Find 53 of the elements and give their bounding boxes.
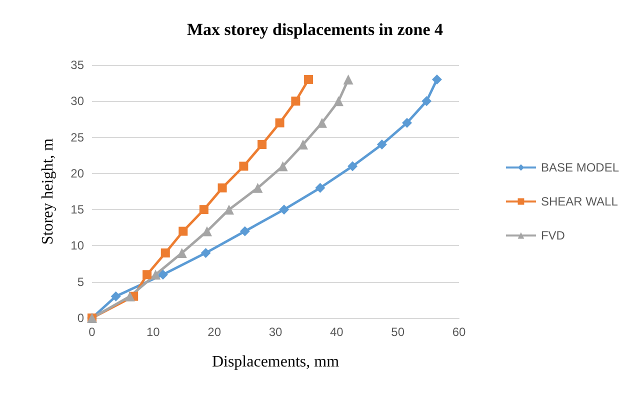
point <box>202 226 212 236</box>
point <box>150 270 161 280</box>
point <box>224 204 234 215</box>
point <box>402 118 412 128</box>
point <box>160 248 170 258</box>
x-tick-label: 0 <box>88 325 96 339</box>
y-tick-label: 10 <box>70 238 84 253</box>
point <box>239 162 248 171</box>
y-tick-label: 15 <box>70 202 84 217</box>
x-tick-label: 60 <box>452 325 466 339</box>
point <box>200 248 211 258</box>
y-tick-label: 30 <box>70 94 84 108</box>
point <box>199 205 208 214</box>
point <box>158 270 168 280</box>
legend-label: BASE MODEL <box>540 160 620 174</box>
point <box>176 248 187 258</box>
y-axis-title: Storey height, m <box>40 138 56 245</box>
x-tick-label: 10 <box>146 325 160 339</box>
legend-label: SHEAR WALL <box>540 194 618 208</box>
point <box>304 74 314 84</box>
point <box>110 291 121 302</box>
y-tick-label: 25 <box>70 130 84 144</box>
point <box>275 118 284 128</box>
x-axis-title: Displacements, mm <box>212 354 340 370</box>
x-tick-label: 40 <box>330 325 344 339</box>
point <box>252 182 263 193</box>
point <box>376 140 387 150</box>
x-tick-label: 20 <box>208 325 222 339</box>
point <box>348 161 358 172</box>
point <box>343 74 354 84</box>
point <box>142 270 152 280</box>
point <box>316 118 327 128</box>
point <box>240 226 250 236</box>
x-tick-label: 30 <box>268 325 282 339</box>
chart-title: Max storey displacements in zone 4 <box>186 20 444 39</box>
y-tick-label: 0 <box>77 311 84 325</box>
point <box>432 74 442 84</box>
y-tick-label: 20 <box>70 166 84 180</box>
point <box>258 140 267 150</box>
point <box>124 291 135 302</box>
point <box>279 204 290 215</box>
point <box>278 161 288 172</box>
point <box>315 182 326 193</box>
point <box>291 96 300 106</box>
point <box>178 226 188 236</box>
point <box>298 140 308 150</box>
point <box>334 96 344 106</box>
legend-label: FVD <box>540 228 566 242</box>
x-tick-label: 50 <box>391 325 405 339</box>
point <box>422 96 432 106</box>
point <box>218 183 227 192</box>
y-tick-label: 35 <box>70 58 84 72</box>
y-tick-label: 5 <box>77 274 84 289</box>
